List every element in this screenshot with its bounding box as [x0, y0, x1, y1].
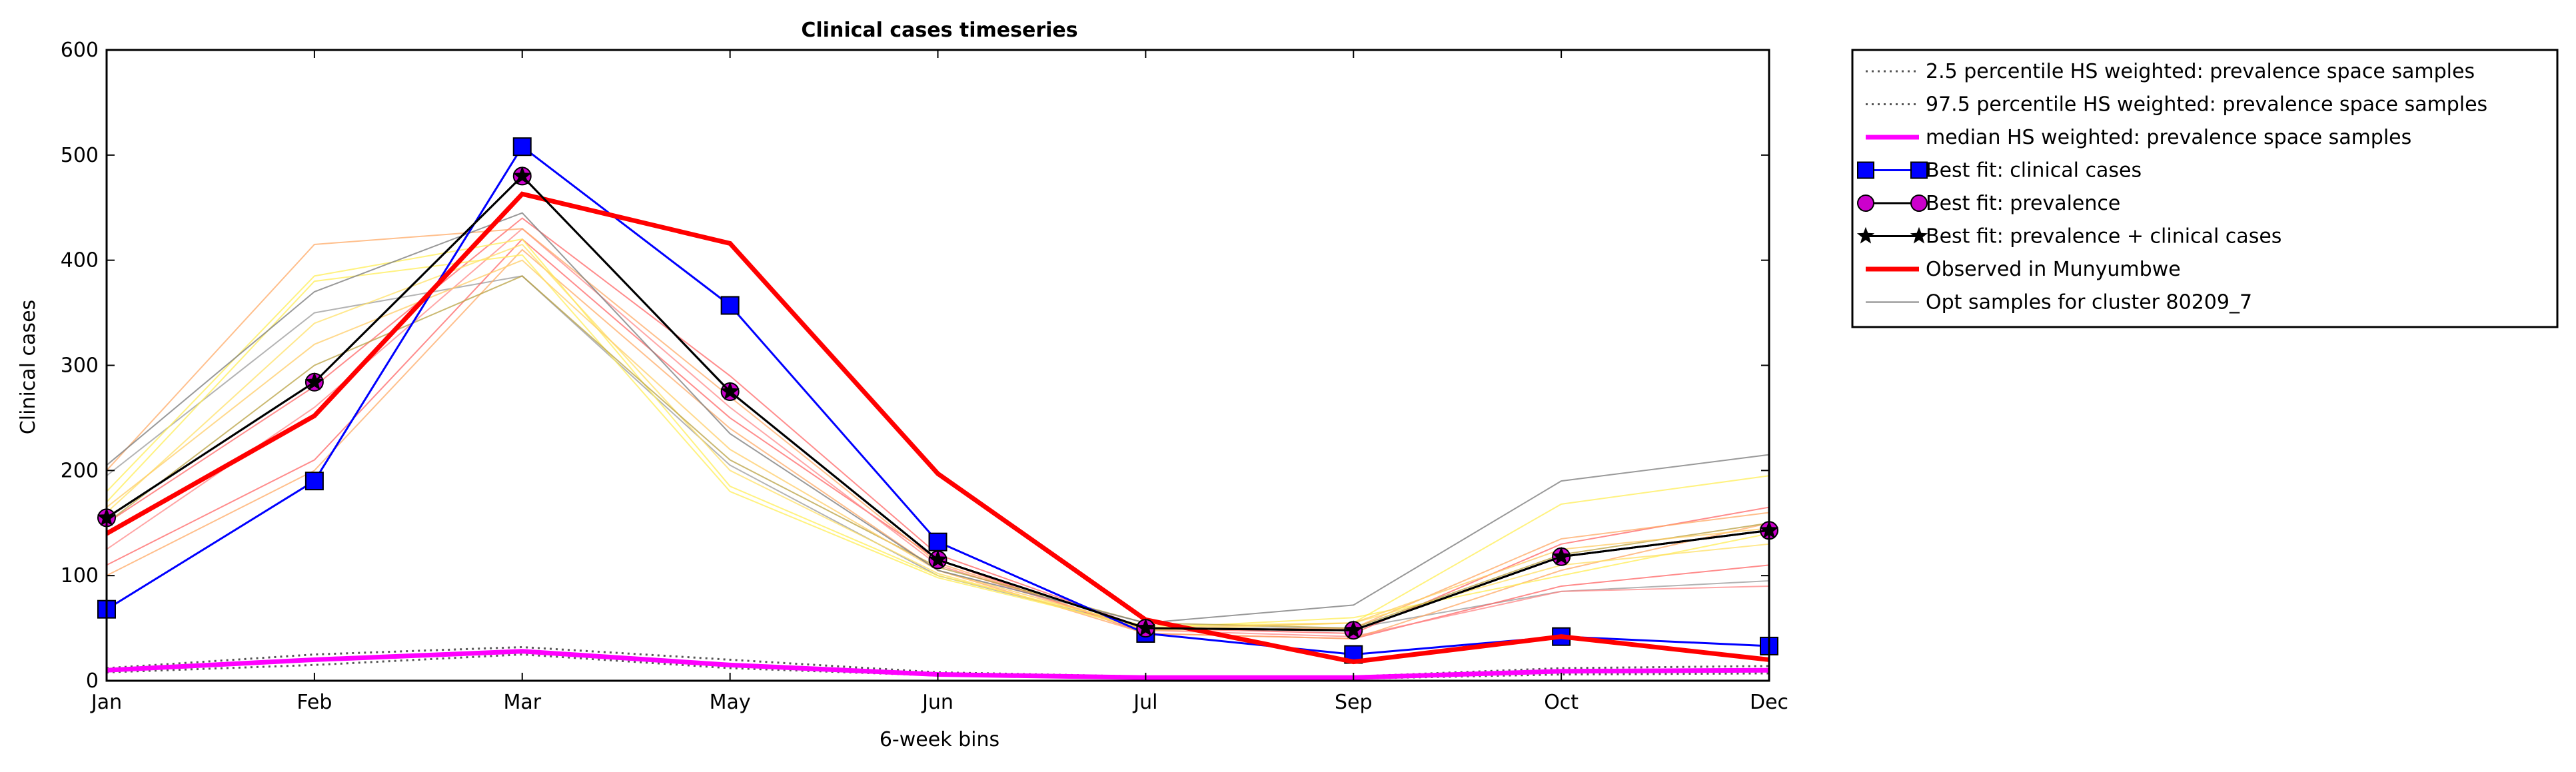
plot-frame	[105, 49, 1770, 682]
legend-item: median HS weighted: prevalence space sam…	[1866, 126, 2411, 149]
legend-item: Best fit: prevalence	[1857, 192, 2120, 215]
series-line	[105, 191, 1770, 665]
legend-item: Opt samples for cluster 80209_7	[1866, 291, 2252, 314]
x-tick-label: May	[710, 691, 751, 714]
legend-label: Best fit: clinical cases	[1926, 159, 2142, 183]
y-tick-label: 300	[61, 354, 99, 378]
series-3	[97, 137, 1778, 664]
series-6	[105, 191, 1770, 665]
data-point	[1136, 618, 1155, 637]
y-axis-label: Clinical cases	[17, 300, 40, 434]
series-7	[106, 212, 1770, 624]
series-line	[106, 653, 1770, 680]
data-point	[1857, 161, 1874, 179]
data-point	[1857, 194, 1874, 212]
series-0	[106, 653, 1770, 680]
y-tick-label: 400	[61, 249, 99, 272]
legend-label: Best fit: prevalence	[1926, 192, 2120, 215]
x-tick-label: Jan	[90, 691, 122, 714]
legend-label: Observed in Munyumbwe	[1926, 258, 2181, 281]
data-point	[1551, 546, 1571, 565]
data-point	[1856, 226, 1875, 244]
x-tick-label: Mar	[503, 691, 541, 714]
legend-item: Observed in Munyumbwe	[1866, 258, 2181, 281]
chart-title: Clinical cases timeseries	[801, 19, 1077, 42]
data-point	[305, 472, 324, 491]
sample-line	[106, 254, 1770, 629]
x-tick-label: Jun	[921, 691, 954, 714]
x-axis: Jan Feb Mar May Jun Jul Sep Oct Dec	[90, 50, 1788, 714]
series-line	[106, 645, 1770, 678]
legend-label: 97.5 percentile HS weighted: prevalence …	[1926, 93, 2487, 117]
sample-lines	[106, 217, 1770, 639]
data-point	[1910, 194, 1928, 212]
y-tick-label: 600	[61, 39, 99, 62]
sample-line	[106, 243, 1770, 631]
x-tick-label: Dec	[1750, 691, 1788, 714]
data-point	[720, 296, 740, 315]
y-tick-label: 200	[61, 459, 99, 482]
legend-label: median HS weighted: prevalence space sam…	[1926, 126, 2411, 149]
data-point	[928, 550, 948, 568]
data-point	[1344, 620, 1363, 639]
x-tick-label: Sep	[1335, 691, 1373, 714]
legend-label: Best fit: prevalence + clinical cases	[1926, 225, 2281, 248]
y-axis: 0 100 200 300 400 500 600	[61, 39, 1769, 693]
x-tick-label: Oct	[1544, 691, 1579, 714]
y-tick-label: 100	[61, 564, 99, 587]
data-point	[512, 137, 532, 157]
legend-box	[1851, 49, 2559, 328]
data-point	[720, 382, 740, 400]
legend-label: 2.5 percentile HS weighted: prevalence s…	[1926, 60, 2475, 83]
legend-item: Best fit: clinical cases	[1857, 159, 2142, 183]
data-point	[928, 532, 948, 552]
y-tick-label: 0	[86, 669, 99, 693]
data-point	[1910, 226, 1928, 244]
legend: 2.5 percentile HS weighted: prevalence s…	[1851, 49, 2559, 328]
series-1	[106, 645, 1770, 678]
sample-line	[106, 238, 1770, 627]
data-point	[305, 372, 324, 390]
series-line	[106, 212, 1770, 624]
sample-line	[106, 238, 1770, 639]
x-tick-label: Jul	[1132, 691, 1157, 714]
legend-item: Best fit: prevalence + clinical cases	[1856, 225, 2281, 248]
data-point	[1910, 161, 1928, 179]
x-axis-label: 6-week bins	[880, 728, 999, 751]
legend-item: 97.5 percentile HS weighted: prevalence …	[1866, 93, 2487, 117]
x-tick-label: Feb	[297, 691, 332, 714]
legend-item: 2.5 percentile HS weighted: prevalence s…	[1866, 60, 2475, 83]
legend-label: Opt samples for cluster 80209_7	[1926, 291, 2252, 314]
data-point	[512, 166, 532, 185]
y-tick-label: 500	[61, 144, 99, 167]
